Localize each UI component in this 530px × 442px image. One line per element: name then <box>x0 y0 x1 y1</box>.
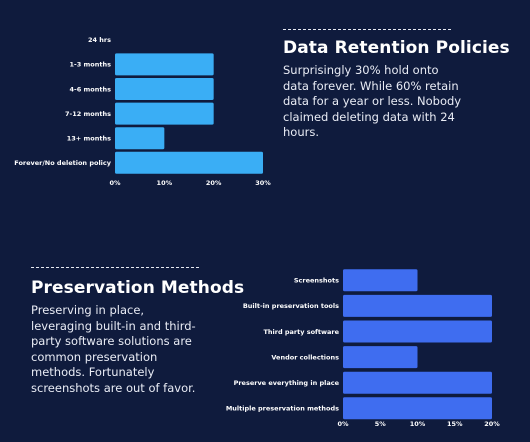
bar <box>343 320 492 343</box>
category-label: Screenshots <box>294 277 339 285</box>
bar <box>115 102 214 125</box>
bar <box>343 371 492 394</box>
bar <box>343 397 492 420</box>
category-label: Third party software <box>263 328 339 336</box>
x-tick-label: 10% <box>157 179 173 187</box>
category-label: 13+ months <box>67 135 111 143</box>
category-label: Forever/No deletion policy <box>14 159 111 167</box>
divider-preservation <box>31 267 199 268</box>
category-label: 4-6 months <box>70 85 112 93</box>
bar <box>343 294 492 317</box>
category-label: Vendor collections <box>271 353 339 361</box>
bar <box>343 269 418 292</box>
bar <box>115 127 165 150</box>
bar <box>115 151 263 174</box>
x-tick-label: 20% <box>484 420 500 428</box>
preservation-heading: Preservation Methods <box>31 278 245 298</box>
category-label: Preserve everything in place <box>234 379 340 387</box>
category-label: 7-12 months <box>65 110 111 118</box>
x-tick-label: 15% <box>447 420 463 428</box>
bar <box>115 78 214 100</box>
x-tick-label: 5% <box>375 420 387 428</box>
retention-description: Surprisingly 30% hold onto data forever.… <box>283 63 462 139</box>
category-label: 1-3 months <box>70 61 112 69</box>
divider-retention <box>283 29 451 30</box>
category-label: 24 hrs <box>88 36 111 44</box>
x-tick-label: 20% <box>206 179 222 187</box>
x-tick-label: 0% <box>109 179 121 187</box>
x-tick-label: 0% <box>337 420 349 428</box>
bar <box>115 53 214 76</box>
category-label: Built-in preservation tools <box>243 302 339 310</box>
x-tick-label: 10% <box>410 420 426 428</box>
retention-heading: Data Retention Policies <box>283 38 510 58</box>
preservation-description: Preserving in place, leveraging built-in… <box>31 303 196 395</box>
x-tick-label: 30% <box>255 179 271 187</box>
category-label: Multiple preservation methods <box>226 405 339 413</box>
bar <box>343 346 418 369</box>
